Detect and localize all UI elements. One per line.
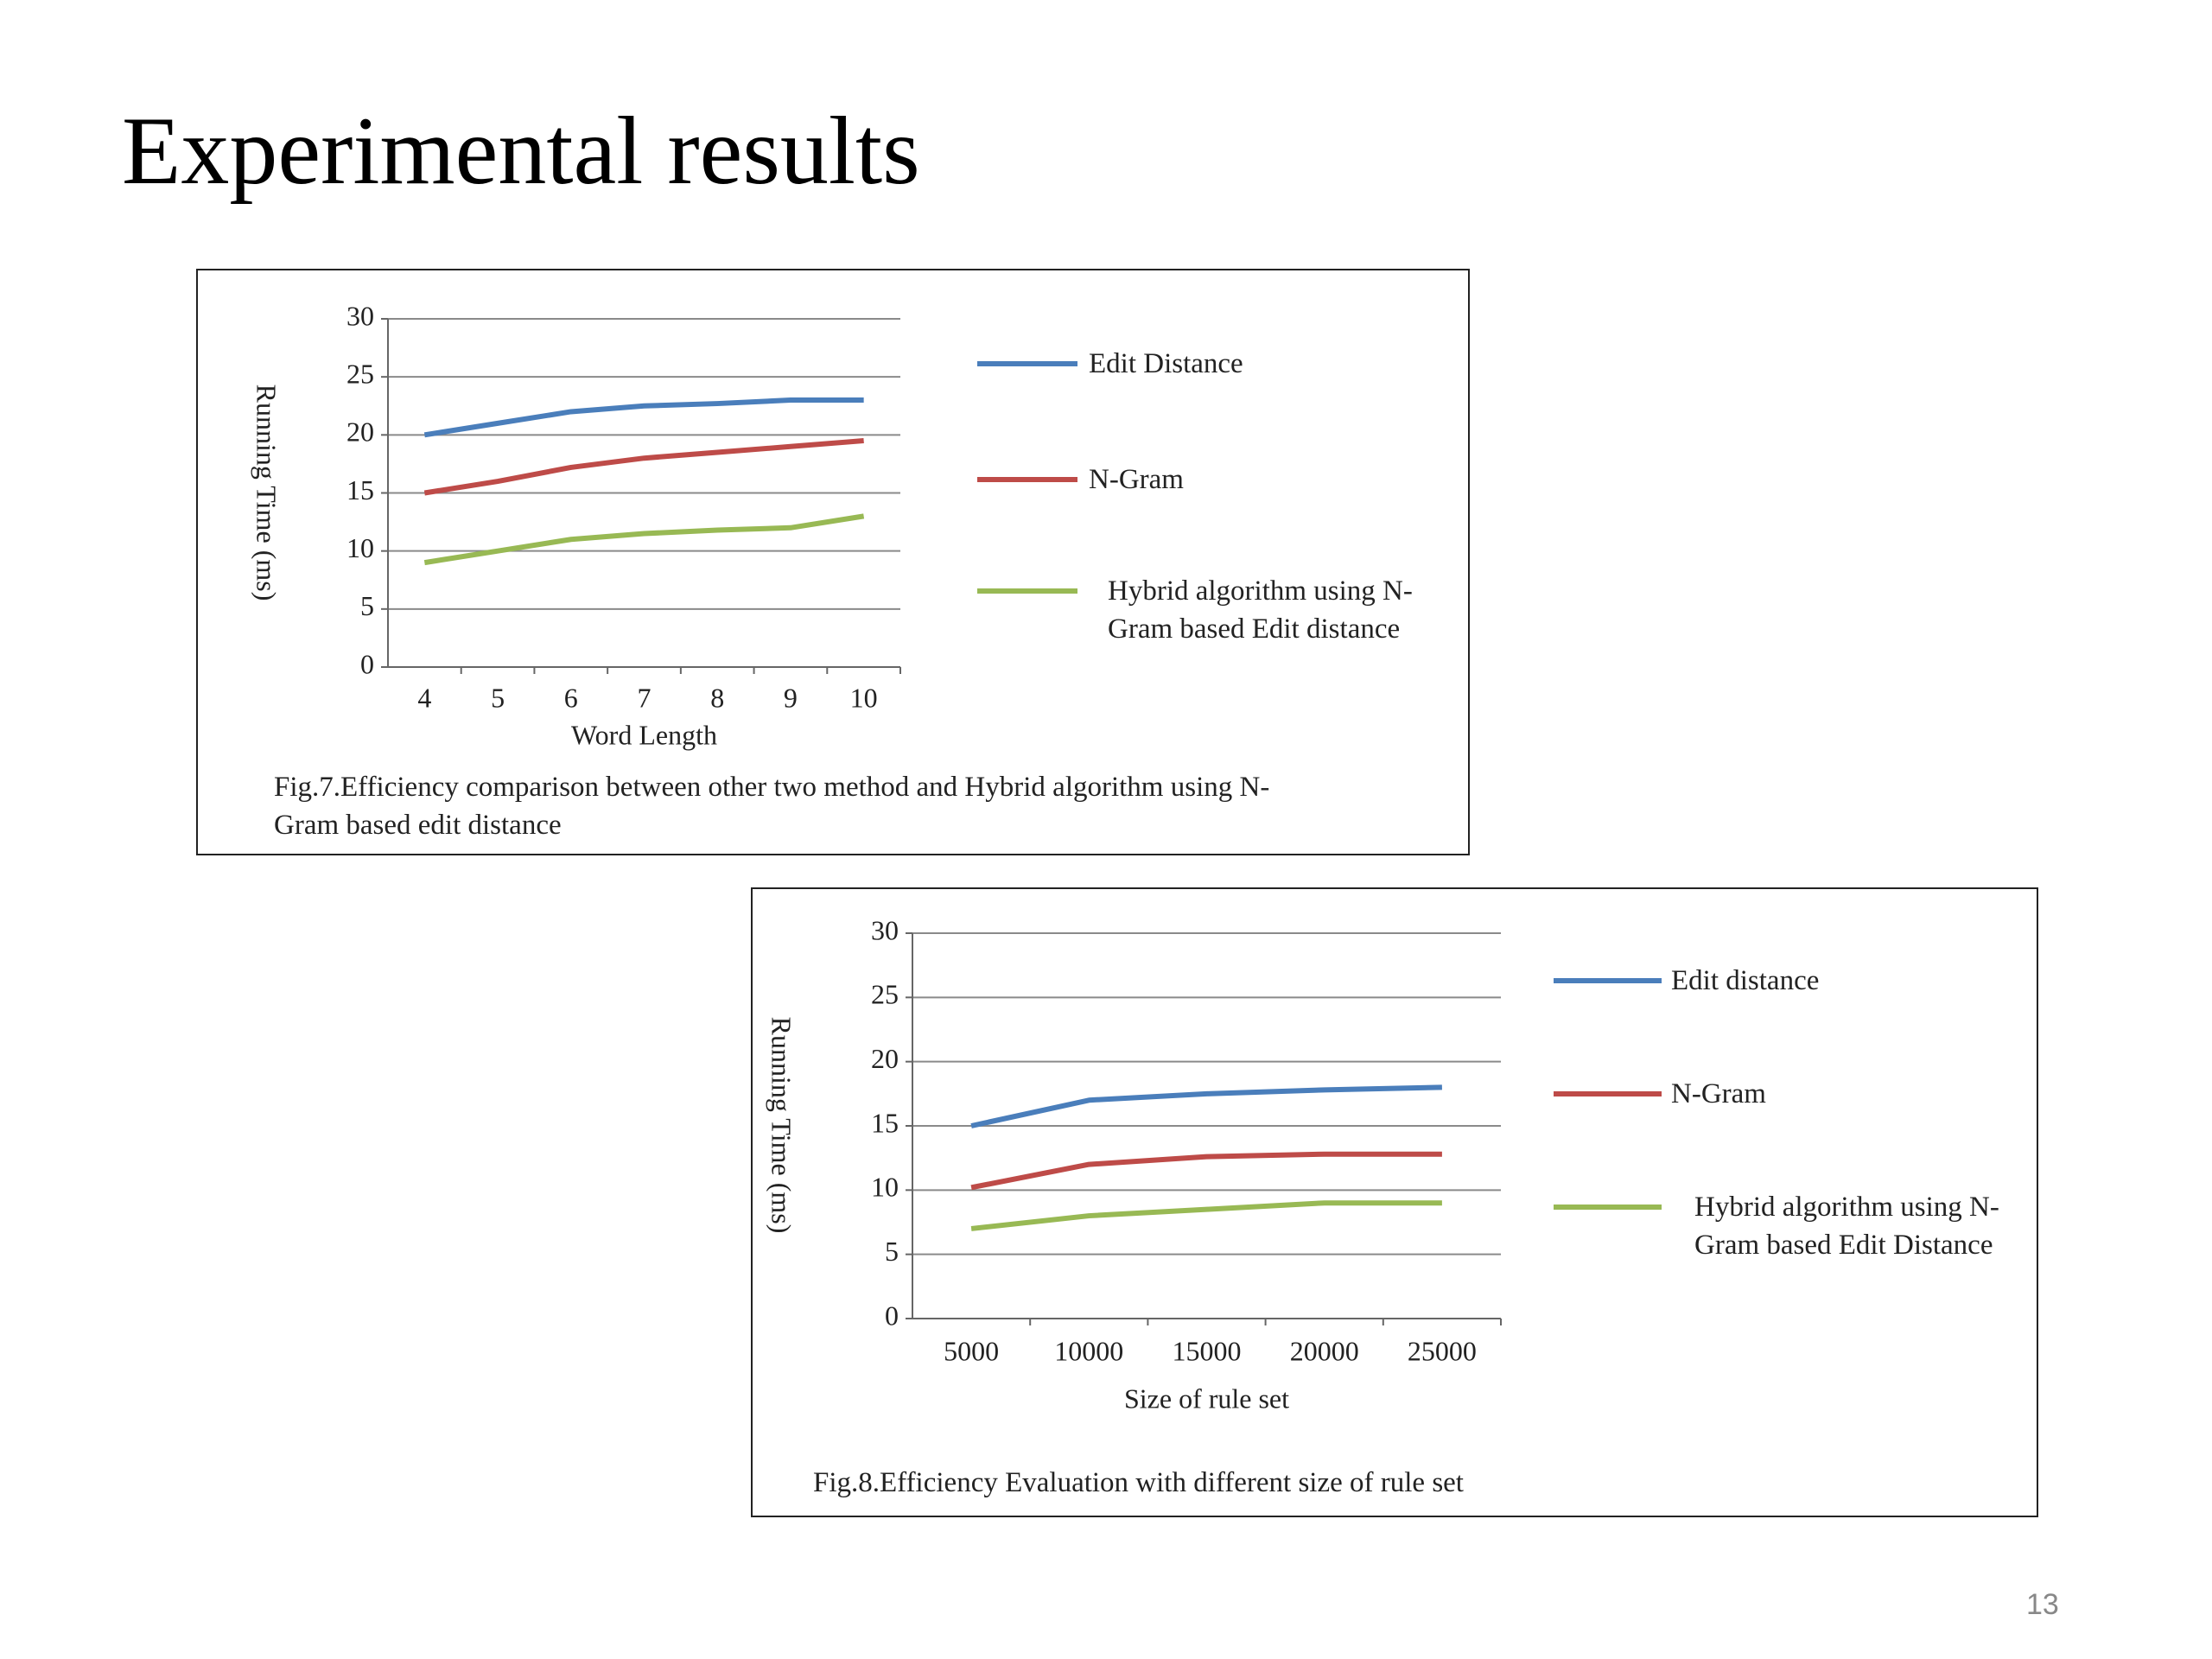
- y-axis-title: Running Time (ms): [766, 1017, 798, 1234]
- series-line: [423, 397, 864, 438]
- figure-caption: Fig.8.Efficiency Evaluation with differe…: [813, 1467, 1464, 1498]
- x-tick-label: 10: [850, 682, 878, 713]
- x-tick-label: 15000: [1173, 1335, 1242, 1366]
- y-tick-label: 20: [871, 1043, 899, 1074]
- legend-label: Hybrid algorithm using N-Gram based Edit…: [1108, 575, 1413, 645]
- chart-box: 0 5 10 15 20 25 30 5000 10000 15000 20000 25000 Size…: [751, 887, 2038, 1517]
- y-tick-label: 15: [871, 1107, 899, 1138]
- y-tick-label: 0: [885, 1300, 899, 1331]
- series-line: [970, 1200, 1442, 1231]
- x-tick-label: 9: [784, 682, 798, 713]
- page-number: 13: [2026, 1588, 2059, 1621]
- x-tick-label: 20000: [1290, 1335, 1359, 1366]
- y-tick-label: 0: [360, 648, 374, 679]
- x-tick-label: 25000: [1408, 1335, 1477, 1366]
- x-tick-label: 6: [564, 682, 578, 713]
- legend-label: Edit Distance: [1089, 348, 1243, 379]
- y-tick-label: 15: [346, 474, 374, 505]
- legend-label: Hybrid algorithm using N-Gram based Edit…: [1694, 1192, 1999, 1261]
- y-tick-label: 5: [360, 590, 374, 621]
- y-tick-label: 30: [871, 914, 899, 945]
- chart-box: 0 5 10 15 20 25 30 4 5 6 7 8 9 10 Word Length Running T…: [196, 269, 1470, 855]
- x-tick-label: 8: [710, 682, 724, 713]
- x-tick-label: 7: [638, 682, 652, 713]
- legend-label: N-Gram: [1671, 1078, 1766, 1109]
- x-axis-title: Word Length: [571, 719, 717, 750]
- y-tick-label: 5: [885, 1236, 899, 1267]
- x-tick-label: 10000: [1054, 1335, 1123, 1366]
- legend-label: N-Gram: [1089, 464, 1184, 495]
- y-tick-label: 10: [346, 532, 374, 563]
- y-tick-label: 10: [871, 1172, 899, 1203]
- y-tick-label: 30: [346, 300, 374, 331]
- chart: 0 5 10 15 20 25 30 5000 10000 15000 20000 25000 Size…: [766, 914, 1662, 1414]
- x-tick-label: 4: [417, 682, 431, 713]
- chart: 0 5 10 15 20 25 30 4 5 6 7 8 9 10 Word Length Running T…: [251, 300, 1077, 750]
- series-line: [970, 1151, 1442, 1191]
- slide-title: Experimental results: [122, 98, 920, 205]
- y-tick-label: 20: [346, 416, 374, 448]
- x-tick-label: 5000: [944, 1335, 999, 1366]
- x-tick-label: 5: [491, 682, 505, 713]
- y-axis-title: Running Time (ms): [251, 385, 283, 601]
- x-axis-title: Size of rule set: [1124, 1382, 1289, 1414]
- series-line: [423, 438, 864, 496]
- series-line: [970, 1084, 1442, 1128]
- y-tick-label: 25: [871, 979, 899, 1010]
- y-tick-label: 25: [346, 359, 374, 390]
- legend-label: Edit distance: [1671, 965, 1820, 996]
- series-line: [423, 513, 865, 566]
- figure-caption: Fig.7.Efficiency comparison between othe…: [274, 772, 1270, 841]
